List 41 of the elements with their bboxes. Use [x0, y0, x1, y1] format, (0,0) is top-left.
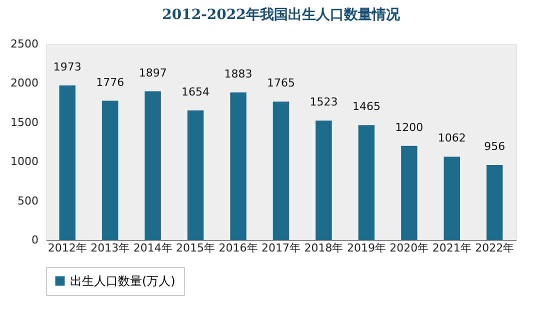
y-tick-label: 500 [18, 194, 38, 208]
x-tick-label: 2017年 [262, 242, 300, 254]
data-label: 1973 [53, 60, 82, 74]
x-tick-label: 2015年 [176, 242, 216, 254]
y-tick-label: 2000 [10, 76, 38, 90]
bar [187, 110, 204, 240]
bar [272, 102, 290, 240]
bar [144, 91, 161, 240]
legend-label: 出生人口数量(万人) [70, 274, 176, 288]
data-label: 1200 [395, 120, 424, 134]
bar [102, 100, 118, 240]
y-tick-label: 1500 [10, 116, 38, 129]
bar [486, 165, 503, 240]
x-tick-label: 2012年 [48, 242, 87, 254]
x-tick-label: 2022年 [475, 242, 514, 254]
x-tick-label: 2014年 [133, 242, 172, 254]
chart-title: 2012-2022年我国出生人口数量情况 [162, 7, 401, 23]
bar [444, 156, 460, 240]
bar [230, 92, 246, 240]
data-label: 1776 [96, 76, 124, 89]
y-tick-label: 2500 [10, 38, 38, 50]
y-tick-label: 1000 [10, 155, 38, 168]
y-tick-label: 0 [32, 234, 38, 246]
x-tick-label: 2016年 [218, 242, 258, 254]
bar [358, 125, 375, 240]
x-tick-label: 2020年 [390, 242, 429, 254]
x-tick-label: 2013年 [90, 242, 130, 254]
data-label: 956 [484, 140, 506, 154]
data-label: 1523 [310, 96, 338, 109]
bar [316, 120, 332, 240]
bar [59, 85, 76, 240]
data-label: 1654 [182, 85, 210, 98]
x-tick-label: 2018年 [304, 242, 344, 254]
data-label: 1883 [224, 67, 252, 80]
data-label: 1765 [267, 76, 295, 90]
x-tick-label: 2021年 [432, 242, 472, 254]
bar [401, 146, 418, 240]
data-label: 1897 [138, 66, 167, 80]
data-label: 1465 [352, 100, 380, 114]
data-label: 1062 [438, 132, 466, 145]
x-tick-label: 2019年 [346, 242, 386, 254]
